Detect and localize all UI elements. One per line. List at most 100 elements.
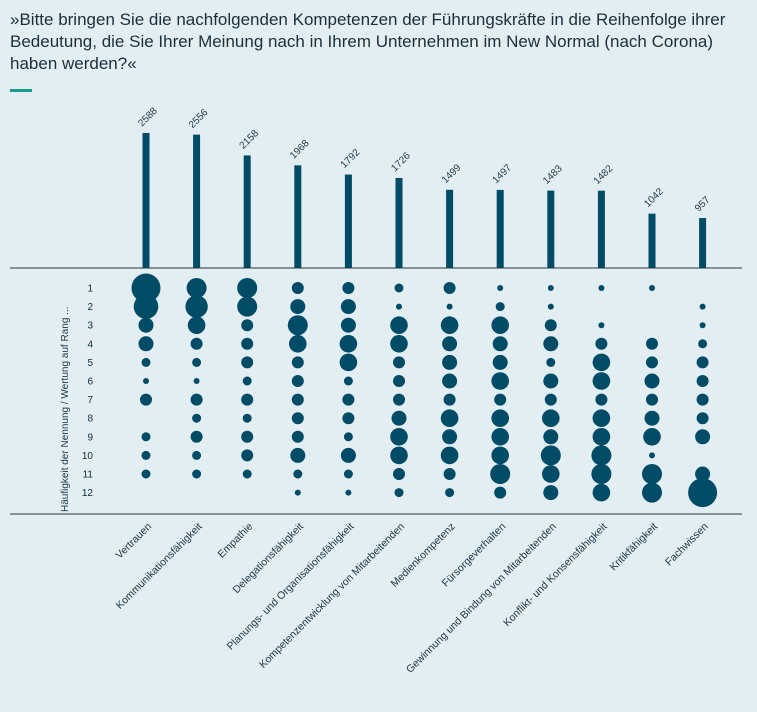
rank-bubble — [546, 357, 556, 367]
rank-bubble — [193, 378, 200, 384]
rank-bubble — [543, 373, 559, 389]
rank-bubble — [442, 373, 458, 389]
rank-bubble — [592, 409, 611, 428]
rank-bubble — [192, 413, 202, 423]
rank-bubble — [440, 446, 459, 465]
rank-bubble — [242, 413, 252, 423]
rank-bubble — [440, 316, 459, 335]
rank-bubble — [391, 410, 407, 426]
rank-bubble — [547, 285, 554, 291]
category-label: Kritikfähigkeit — [607, 521, 660, 574]
rank-bubble — [339, 353, 358, 372]
bar — [294, 165, 302, 268]
rank-bubble — [394, 283, 404, 293]
rank-bubble — [490, 464, 511, 484]
rank-bubble — [291, 393, 304, 406]
category-label: Kommunikationsfähigkeit — [114, 521, 205, 612]
rank-bubble — [241, 356, 254, 369]
rank-bubble — [393, 356, 405, 369]
rank-bubble — [345, 489, 352, 496]
rank-bubble — [542, 465, 560, 483]
rank-bubble — [494, 393, 507, 406]
bar-value-label: 1483 — [541, 163, 565, 187]
rank-bubble — [442, 336, 458, 352]
rank-bubble — [190, 393, 203, 406]
rank-label: 1 — [87, 284, 93, 295]
rank-bubble — [393, 393, 405, 406]
rank-bubble — [343, 376, 353, 386]
rank-bubble — [442, 429, 458, 445]
rank-bubble — [699, 303, 706, 310]
rank-bubble — [192, 469, 202, 479]
rank-bubble — [547, 303, 554, 310]
rank-label: 5 — [87, 358, 93, 369]
rank-bubble — [190, 337, 203, 350]
rank-bubble — [696, 412, 709, 425]
rank-bubble — [340, 299, 356, 315]
rank-bubble — [241, 319, 254, 332]
bar — [699, 218, 707, 268]
value-label-group: 2588 2556 2158 1968 1792 1726 1499 1497 1483 1482… — [136, 105, 712, 214]
rank-bubble — [445, 488, 455, 498]
rank-bubble — [542, 409, 560, 428]
bar-value-label: 1042 — [642, 186, 666, 210]
rank-bubble — [390, 335, 408, 353]
category-label: Empathie — [215, 521, 255, 561]
rank-bubble — [595, 393, 608, 406]
rank-bubble — [133, 294, 159, 319]
rank-bubble — [291, 412, 304, 425]
rank-bubble — [497, 285, 504, 291]
category-label: Vertrauen — [113, 521, 154, 562]
rank-bubble — [291, 356, 304, 369]
bar-group — [142, 133, 707, 268]
rank-bubble — [342, 282, 355, 294]
rank-bubble — [394, 488, 404, 498]
rank-bubble — [186, 278, 207, 298]
rank-bubble — [591, 464, 612, 484]
rank-bubble — [491, 316, 510, 335]
rank-bubble — [291, 282, 304, 294]
bar-value-label: 1792 — [339, 147, 363, 171]
bar — [496, 189, 504, 268]
title-accent-line — [10, 89, 32, 92]
rank-bubble — [494, 486, 507, 499]
rank-bubble — [340, 447, 356, 463]
bar-value-label: 1482 — [592, 163, 616, 187]
rank-bubble — [131, 273, 161, 303]
category-label: Fachwissen — [663, 521, 711, 569]
rank-bubble — [141, 357, 151, 367]
rank-bubble — [442, 354, 458, 370]
rank-bubble — [591, 445, 612, 466]
rank-bubble — [290, 299, 306, 315]
rank-bubble — [695, 466, 711, 482]
rank-bubble — [646, 337, 658, 350]
rank-bubble — [241, 393, 254, 406]
rank-bubble — [491, 446, 510, 465]
bar-value-label: 1726 — [389, 150, 413, 174]
bubble-group — [131, 273, 718, 508]
rank-label: 2 — [87, 302, 93, 313]
rank-bubble — [649, 285, 655, 291]
rank-bubble — [339, 335, 358, 353]
rank-bubble — [192, 450, 202, 460]
rank-bubble — [291, 430, 304, 443]
rank-bubble — [592, 428, 611, 446]
rank-bubble — [192, 357, 202, 367]
rank-bubble — [592, 353, 611, 372]
rank-label: 12 — [82, 488, 94, 499]
rank-bubble — [141, 432, 151, 442]
rank-bubble — [543, 429, 559, 445]
rank-bubble — [390, 316, 408, 335]
bar — [142, 133, 150, 268]
rank-label: 3 — [87, 321, 93, 332]
rank-bubble — [544, 393, 557, 406]
rank-bubble — [241, 430, 254, 443]
rank-bubble — [643, 428, 661, 446]
rank-bubble — [342, 412, 355, 425]
rank-bubble — [598, 285, 605, 291]
rank-bubble — [241, 337, 254, 350]
rank-bubble — [695, 429, 711, 445]
rank-bubble — [491, 428, 510, 446]
